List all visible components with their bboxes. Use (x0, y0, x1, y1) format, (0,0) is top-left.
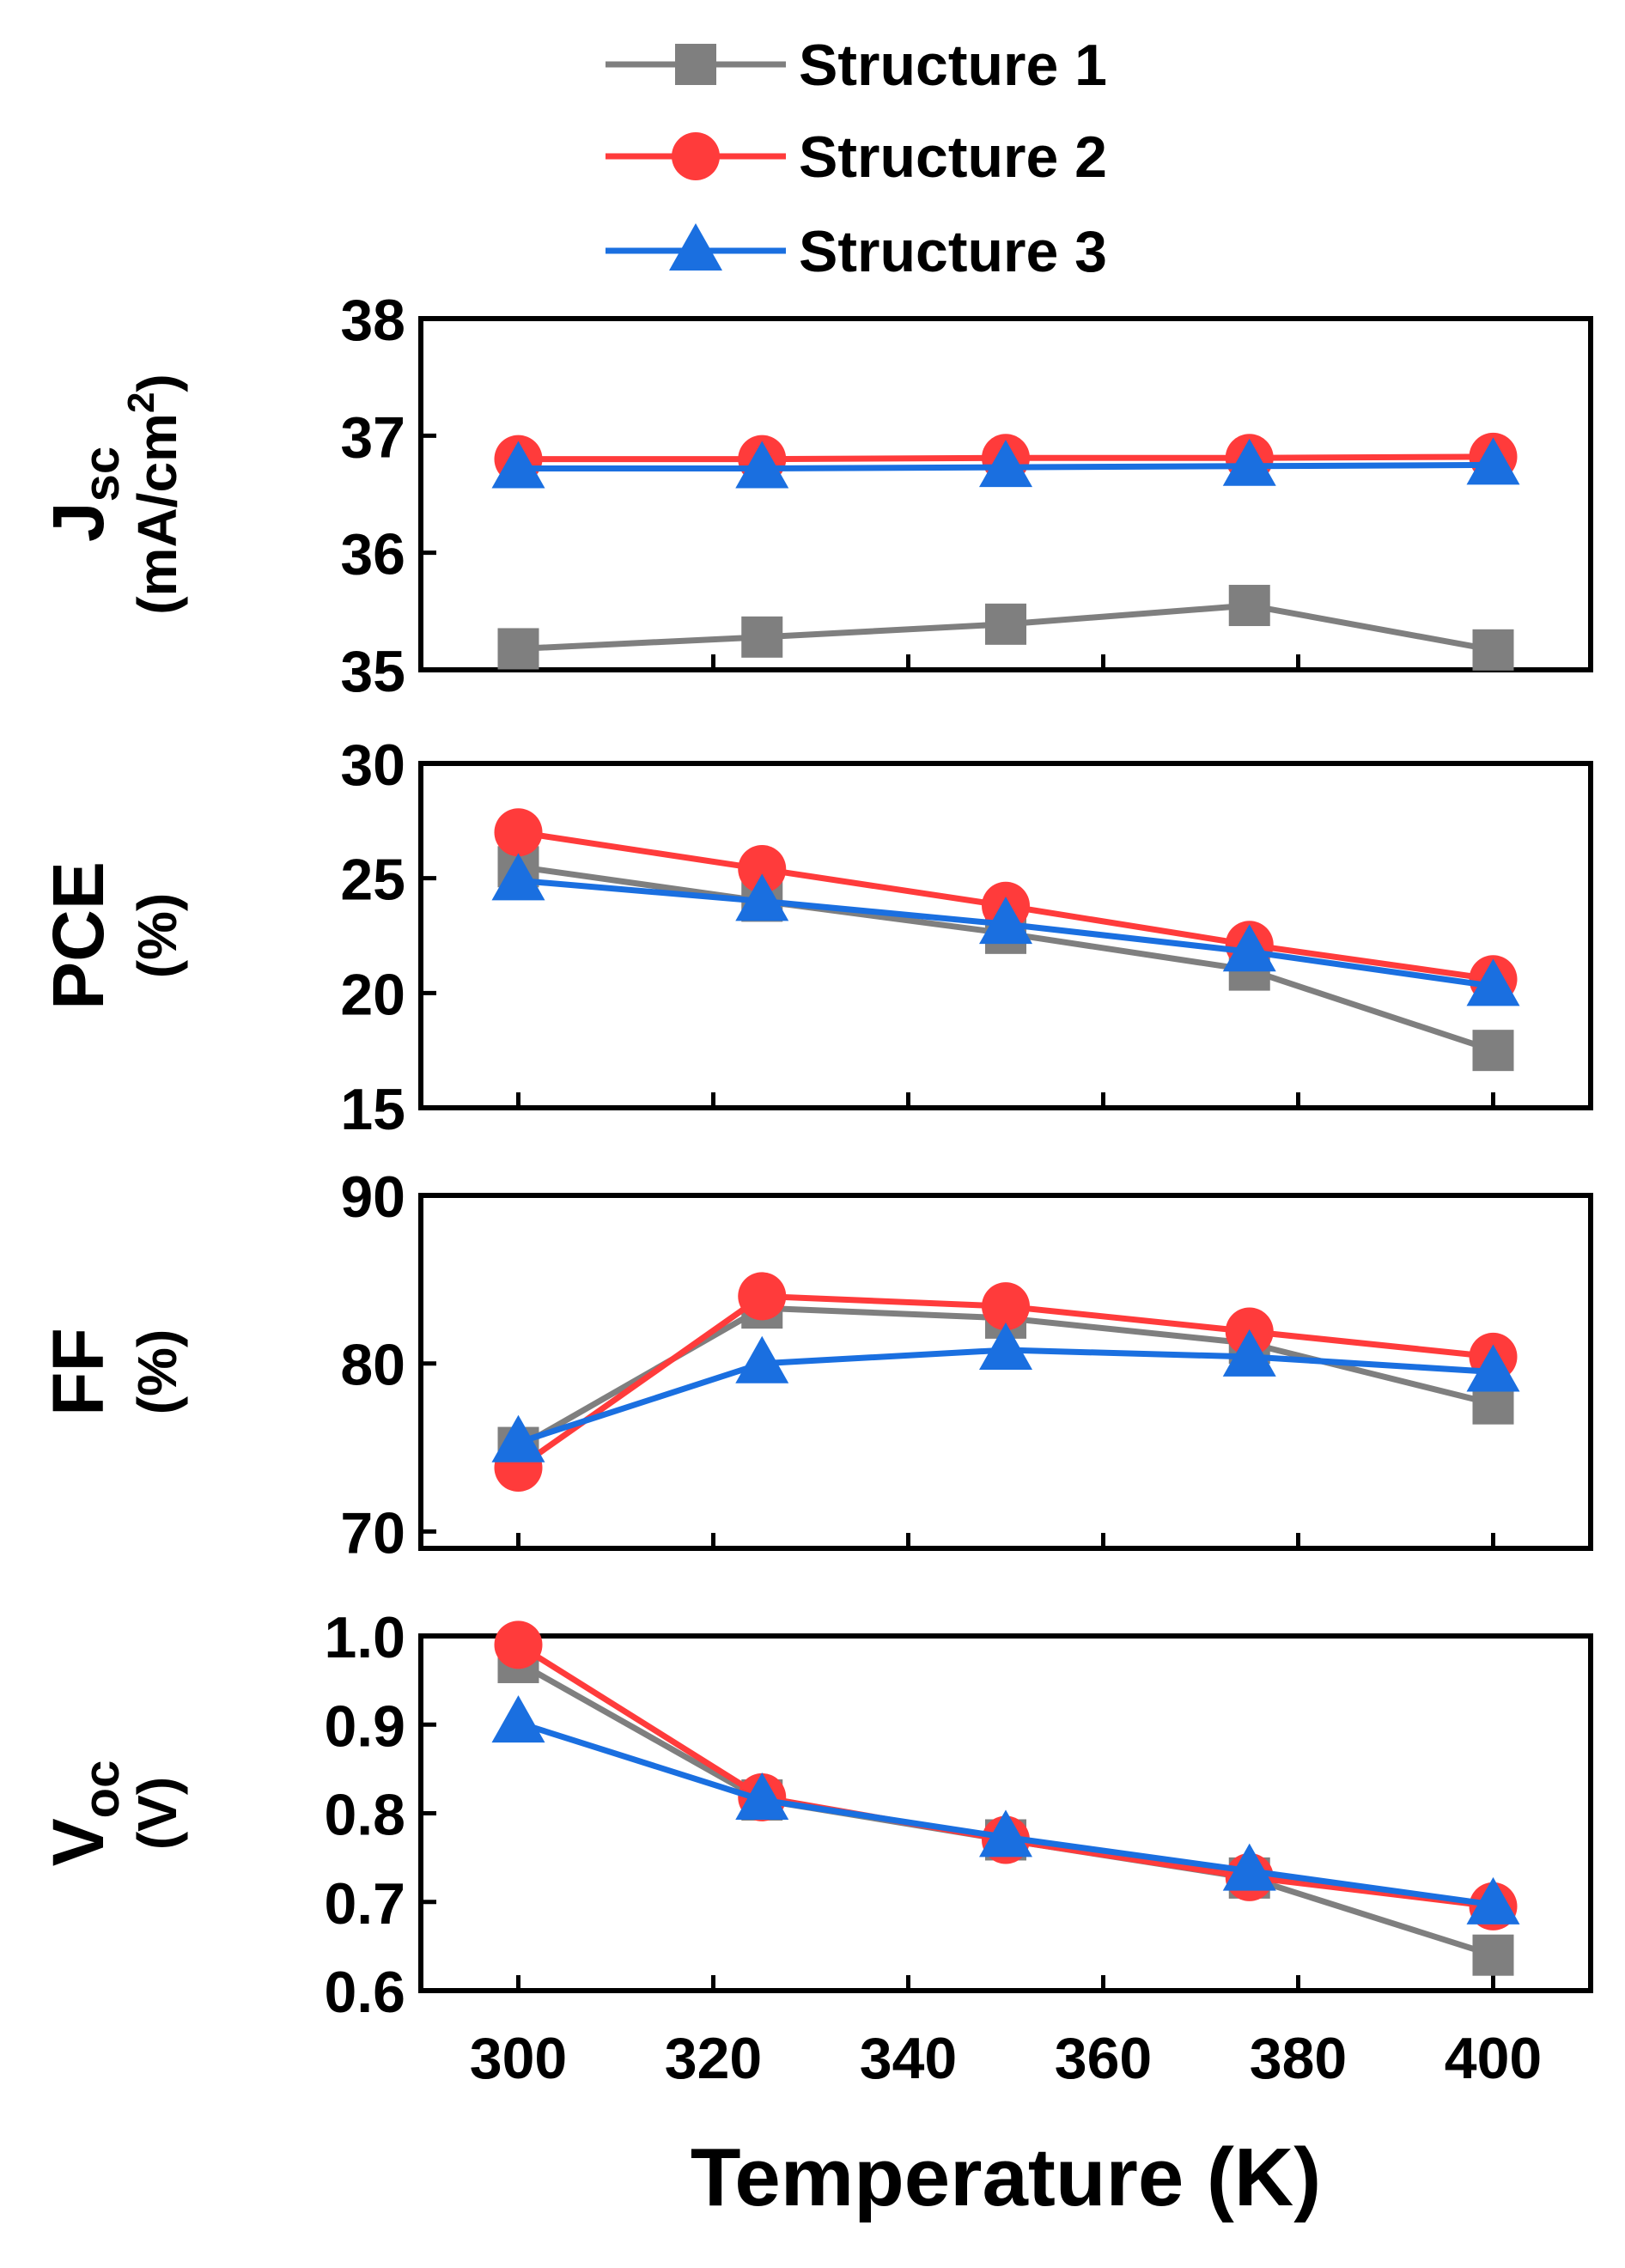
legend-structure-3-label: Structure 3 (799, 219, 1107, 284)
panel-jsc-structure-1-point (741, 616, 783, 658)
panel-pce-structure-2-point (494, 808, 543, 857)
panel-jsc-structure-3-point (735, 441, 789, 489)
panel-ff-structure-3-point (979, 1322, 1032, 1371)
panel-jsc-ytick-label: 38 (340, 288, 405, 353)
xtick-label: 380 (1250, 2026, 1347, 2091)
panel-jsc-structure-3-point (491, 441, 545, 489)
panel-ff-structure-2-point (738, 1272, 787, 1321)
panel-pce-structure-1-point (1472, 1030, 1514, 1072)
xtick-label: 400 (1445, 2026, 1542, 2091)
panel-jsc-frame (418, 316, 1593, 672)
panel-pce: 15 20 25 30 PCE (%) (38, 733, 1593, 1142)
legend-structure-2-marker (672, 132, 720, 180)
panel-jsc-ytick-label: 35 (340, 639, 405, 704)
panel-voc-structure-3-point (979, 1809, 1032, 1858)
panel-jsc-structure-3-point (979, 440, 1032, 488)
panel-pce-ylabel-units: (%) (126, 893, 188, 979)
panel-voc-ylabel-units: (V) (126, 1777, 188, 1850)
panel-ff-ylabel-main: FF (38, 1328, 119, 1416)
panel-pce-frame (418, 761, 1593, 1110)
legend-structure-1-marker (675, 44, 716, 85)
panel-pce-structure-3-point (735, 873, 789, 921)
panel-ff-structure-3-point (1466, 1344, 1520, 1392)
panel-jsc-ylabel-main: Jsc (38, 447, 130, 542)
panel-voc-ylabel: Voc(V) (38, 1760, 188, 1867)
panel-voc-ylabel-main: Voc (38, 1760, 130, 1867)
panel-pce-ytick-label: 20 (340, 962, 405, 1027)
panel-voc-ytick-label: 0.6 (324, 1960, 405, 2025)
xtick-label: 320 (665, 2026, 762, 2091)
panel-ff-ytick-label: 90 (340, 1164, 405, 1230)
panel-pce-structure-2-point (738, 844, 787, 893)
panel-voc-ytick-label: 1.0 (324, 1605, 405, 1670)
panel-pce-structure-3-point (491, 853, 545, 901)
panel-pce-ytick-label: 15 (340, 1077, 405, 1142)
panel-voc-ytick-label: 0.8 (324, 1783, 405, 1848)
panel-jsc-structure-3-point (1466, 437, 1520, 485)
panel-pce-structure-3-point (979, 897, 1032, 945)
xtick-label: 300 (470, 2026, 567, 2091)
panel-ff-ylabel: FF (%) (38, 1328, 188, 1416)
panel-ff-structure-3-point (735, 1335, 789, 1383)
panel-voc: 0.6 0.7 0.8 0.9 1.0 Voc(V) (38, 1605, 1593, 2025)
legend: Structure 1 Structure 2 Structure 3 (606, 33, 1107, 284)
x-axis-label: Temperature (K) (691, 2131, 1321, 2223)
panel-voc-structure-1-line (516, 1659, 1494, 1959)
panel-pce-structure-3-point (1466, 958, 1520, 1006)
panel-jsc-structure-1-point (985, 603, 1026, 645)
panel-voc-ytick-label: 0.7 (324, 1871, 405, 1937)
panel-voc-structure-3-point (1222, 1843, 1276, 1891)
panel-voc-structure-2-line (516, 1642, 1494, 1910)
panel-jsc-ylabel-units: (mA/cm2) (120, 374, 188, 615)
panel-jsc-structure-1-point (1228, 585, 1270, 627)
panel-ff-structure-3-point (1222, 1329, 1276, 1377)
xtick-label: 340 (860, 2026, 957, 2091)
panel-pce-ylabel-main: PCE (38, 861, 119, 1010)
panel-jsc: 35 36 37 38 Jsc(mA/cm2) (38, 288, 1593, 704)
legend-structure-1-label: Structure 1 (799, 33, 1107, 98)
panel-jsc-structure-1-point (1472, 629, 1514, 671)
panel-jsc-ytick-label: 37 (340, 404, 405, 470)
panel-voc-ytick-label: 0.9 (324, 1693, 405, 1759)
panel-pce-ylabel: PCE (%) (38, 861, 188, 1010)
panel-ff-structure-3-point (491, 1414, 545, 1462)
panel-ff-frame (418, 1193, 1593, 1551)
panel-ff: 70 80 90 FF (%) (38, 1164, 1593, 1566)
panel-jsc-ytick-label: 36 (340, 522, 405, 587)
xtick-label: 360 (1055, 2026, 1152, 2091)
panel-jsc-structure-3-point (1222, 438, 1276, 486)
panel-ff-ytick-label: 70 (340, 1500, 405, 1566)
panel-voc-structure-1-point (1472, 1934, 1514, 1976)
panel-voc-structure-2-point (494, 1620, 543, 1669)
panel-ff-ylabel-units: (%) (126, 1329, 188, 1415)
panel-voc-structure-3-point (491, 1695, 545, 1743)
panel-jsc-ylabel: Jsc(mA/cm2) (38, 374, 188, 615)
panel-pce-structure-3-point (1222, 924, 1276, 972)
panel-jsc-structure-1-point (497, 628, 539, 670)
legend-structure-3-marker (669, 223, 722, 271)
panel-ff-structure-2-point (982, 1282, 1030, 1331)
panel-ff-ytick-label: 80 (340, 1333, 405, 1398)
legend-structure-2-label: Structure 2 (799, 125, 1107, 190)
panel-pce-ytick-label: 30 (340, 733, 405, 798)
panel-pce-ytick-label: 25 (340, 848, 405, 913)
panel-voc-structure-3-point (735, 1772, 789, 1821)
panel-voc-structure-3-point (1466, 1876, 1520, 1924)
